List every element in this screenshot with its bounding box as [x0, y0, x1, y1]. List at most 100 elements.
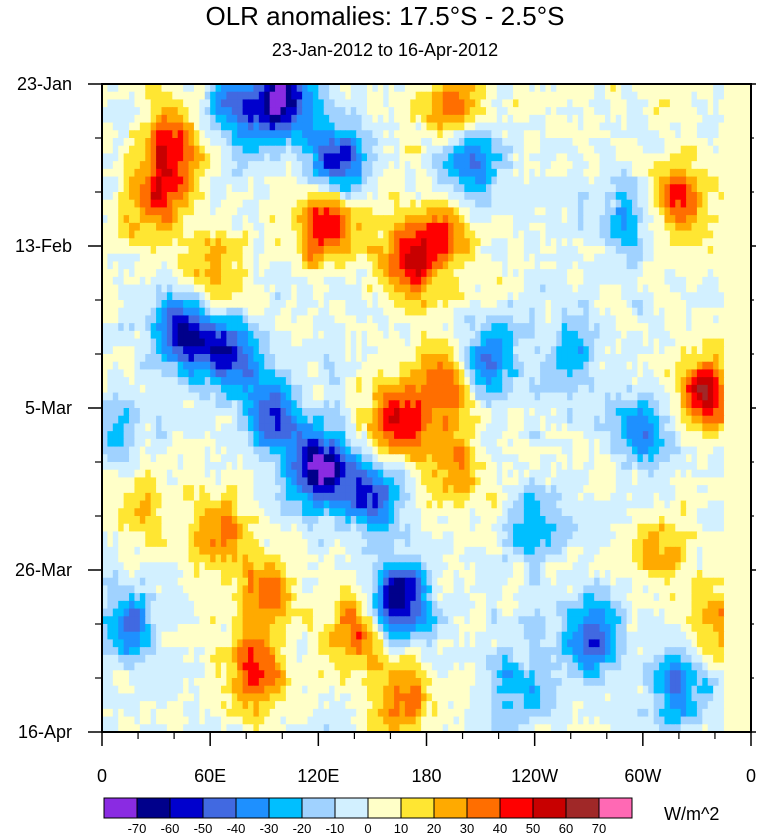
heatmap-cell — [145, 338, 152, 347]
heatmap-cell — [377, 377, 384, 386]
heatmap-cell — [156, 276, 163, 286]
heatmap-cell — [150, 369, 157, 378]
heatmap-cell — [388, 176, 395, 185]
heatmap-cell — [204, 161, 211, 170]
heatmap-cell — [329, 261, 336, 270]
heatmap-cell — [550, 199, 557, 209]
heatmap-cell — [729, 384, 736, 394]
heatmap-cell — [383, 338, 390, 347]
heatmap-cell — [502, 292, 509, 301]
heatmap-cell — [740, 369, 747, 378]
heatmap-cell — [285, 84, 292, 93]
heatmap-cell — [312, 230, 319, 239]
heatmap-cell — [669, 238, 676, 247]
heatmap-cell — [485, 184, 492, 193]
heatmap-cell — [615, 215, 622, 224]
heatmap-cell — [669, 369, 676, 378]
heatmap-cell — [507, 307, 514, 317]
heatmap-cell — [583, 315, 590, 324]
heatmap-cell — [323, 315, 330, 324]
heatmap-cell — [431, 354, 438, 363]
heatmap-cell — [642, 91, 649, 101]
heatmap-cell — [702, 284, 709, 293]
heatmap-cell — [107, 99, 114, 108]
heatmap-cell — [161, 130, 168, 139]
heatmap-cell — [723, 369, 730, 378]
heatmap-cell — [615, 346, 622, 355]
heatmap-cell — [248, 315, 255, 324]
heatmap-cell — [502, 361, 509, 371]
heatmap-cell — [723, 307, 730, 317]
heatmap-cell — [534, 130, 541, 139]
heatmap-cell — [729, 184, 736, 193]
heatmap-cell — [686, 261, 693, 270]
heatmap-cell — [150, 153, 157, 162]
heatmap-cell — [556, 130, 563, 139]
heatmap-cell — [248, 246, 255, 255]
heatmap-cell — [507, 215, 514, 224]
heatmap-cell — [199, 130, 206, 139]
heatmap-cell — [129, 330, 136, 340]
heatmap-cell — [680, 284, 687, 293]
heatmap-cell — [312, 338, 319, 347]
heatmap-cell — [302, 315, 309, 324]
heatmap-cell — [648, 99, 655, 108]
heatmap-cell — [307, 99, 314, 108]
heatmap-cell — [350, 269, 357, 278]
heatmap-cell — [442, 215, 449, 224]
heatmap-cell — [166, 392, 173, 401]
heatmap-cell — [388, 199, 395, 209]
heatmap-cell — [491, 369, 498, 378]
heatmap-cell — [637, 130, 644, 139]
heatmap-cell — [172, 400, 179, 409]
heatmap-cell — [139, 130, 146, 139]
heatmap-cell — [226, 330, 233, 340]
heatmap-cell — [594, 261, 601, 270]
heatmap-cell — [740, 145, 747, 155]
heatmap-cell — [258, 354, 265, 363]
heatmap-cell — [626, 369, 633, 378]
heatmap-cell — [372, 161, 379, 170]
heatmap-cell — [231, 292, 238, 301]
heatmap-cell — [199, 300, 206, 309]
heatmap-cell — [550, 138, 557, 147]
heatmap-cell — [632, 199, 639, 209]
heatmap-cell — [102, 276, 109, 286]
heatmap-cell — [264, 384, 271, 394]
heatmap-cell — [621, 207, 628, 216]
heatmap-cell — [177, 176, 184, 185]
heatmap-cell — [707, 246, 714, 255]
heatmap-cell — [713, 192, 720, 201]
heatmap-cell — [296, 377, 303, 386]
heatmap-cell — [675, 238, 682, 247]
heatmap-cell — [713, 392, 720, 401]
heatmap-cell — [377, 122, 384, 131]
heatmap-cell — [166, 269, 173, 278]
heatmap-cell — [139, 199, 146, 209]
heatmap-cell — [642, 307, 649, 317]
heatmap-cell — [350, 176, 357, 185]
heatmap-cell — [642, 222, 649, 232]
heatmap-cell — [166, 307, 173, 317]
heatmap-cell — [642, 338, 649, 347]
heatmap-cell — [361, 114, 368, 124]
heatmap-cell — [734, 269, 741, 278]
heatmap-cell — [367, 269, 374, 278]
heatmap-cell — [410, 246, 417, 255]
heatmap-cell — [637, 261, 644, 270]
heatmap-cell — [518, 84, 525, 93]
heatmap-cell — [480, 346, 487, 355]
heatmap-cell — [129, 138, 136, 147]
heatmap-cell — [350, 307, 357, 317]
heatmap-cell — [226, 230, 233, 239]
heatmap-cell — [296, 400, 303, 409]
heatmap-cell — [215, 215, 222, 224]
heatmap-cell — [734, 246, 741, 255]
heatmap-cell — [269, 184, 276, 193]
heatmap-cell — [599, 330, 606, 340]
heatmap-cell — [740, 315, 747, 324]
heatmap-cell — [669, 292, 676, 301]
heatmap-cell — [123, 377, 130, 386]
heatmap-cell — [139, 91, 146, 101]
heatmap-cell — [350, 354, 357, 363]
